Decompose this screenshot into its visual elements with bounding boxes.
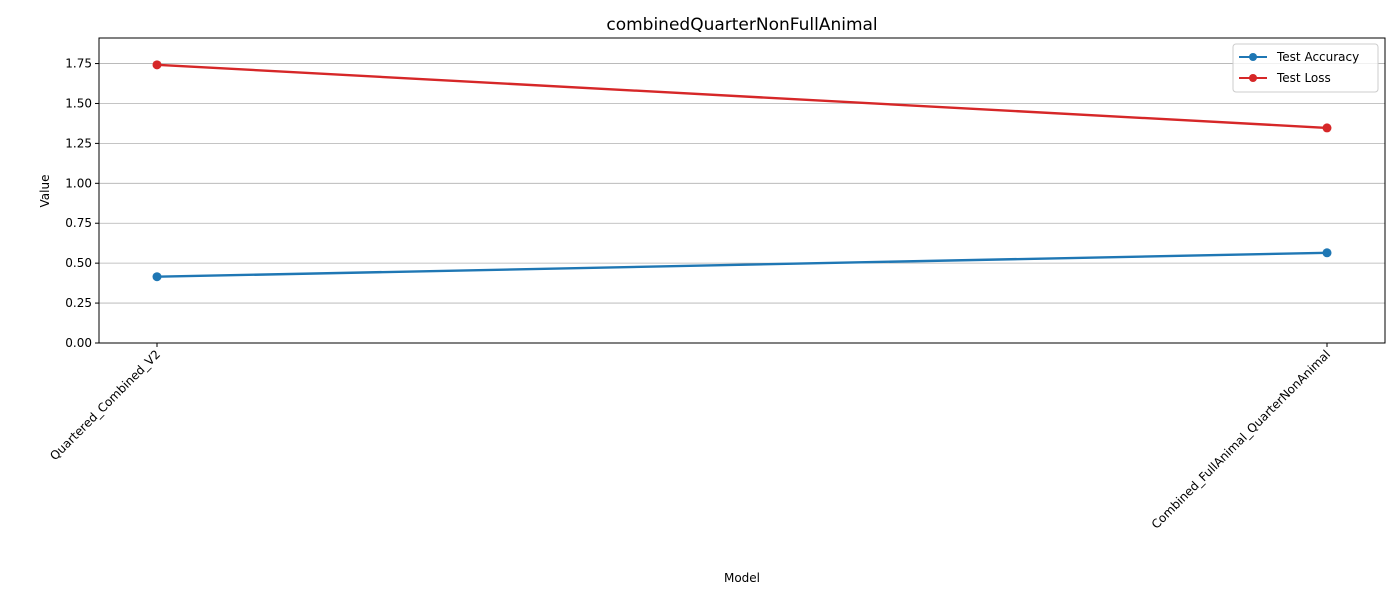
y-axis-ticks: 0.00 0.25 0.50 0.75 1.00 1.25 1.50 1.75 bbox=[65, 57, 99, 350]
x-axis-label: Model bbox=[724, 571, 760, 585]
y-axis-label: Value bbox=[38, 175, 52, 208]
chart-title: combinedQuarterNonFullAnimal bbox=[606, 15, 877, 35]
series-layer bbox=[152, 60, 1332, 282]
legend-box bbox=[1232, 43, 1379, 93]
x-axis-ticks: Quartered_Combined_V2 Combined_FullAnimal… bbox=[47, 343, 1333, 532]
data-point-test-accuracy-0 bbox=[152, 272, 162, 282]
y-tick-label-3: 0.75 bbox=[65, 216, 92, 230]
y-tick-label-2: 0.50 bbox=[65, 256, 92, 270]
y-tick-label-6: 1.50 bbox=[65, 96, 92, 110]
legend-label-test-accuracy: Test Accuracy bbox=[1276, 50, 1359, 64]
y-tick-label-5: 1.25 bbox=[65, 136, 92, 150]
plot-frame bbox=[98, 37, 1386, 344]
series-line-test-accuracy bbox=[156, 251, 1328, 278]
y-tick-label-1: 0.25 bbox=[65, 296, 92, 310]
y-tick-label-7: 1.75 bbox=[65, 57, 92, 71]
x-tick-label-0: Quartered_Combined_V2 bbox=[47, 347, 163, 463]
legend-label-test-loss: Test Loss bbox=[1276, 71, 1331, 85]
data-point-test-loss-0 bbox=[152, 60, 162, 70]
y-tick-label-0: 0.00 bbox=[65, 336, 92, 350]
data-point-test-accuracy-1 bbox=[1322, 248, 1332, 258]
grid-layer bbox=[99, 63, 1385, 344]
legend-marker-test-accuracy bbox=[1249, 53, 1257, 61]
legend-marker-test-loss bbox=[1249, 74, 1257, 82]
series-line-test-loss bbox=[156, 63, 1328, 130]
x-tick-label-1: Combined_FullAnimal_QuarterNonAnimal bbox=[1149, 347, 1333, 531]
data-point-test-loss-1 bbox=[1322, 123, 1332, 133]
legend: Test Accuracy Test Loss bbox=[1232, 43, 1379, 93]
y-tick-label-4: 1.00 bbox=[65, 176, 92, 190]
